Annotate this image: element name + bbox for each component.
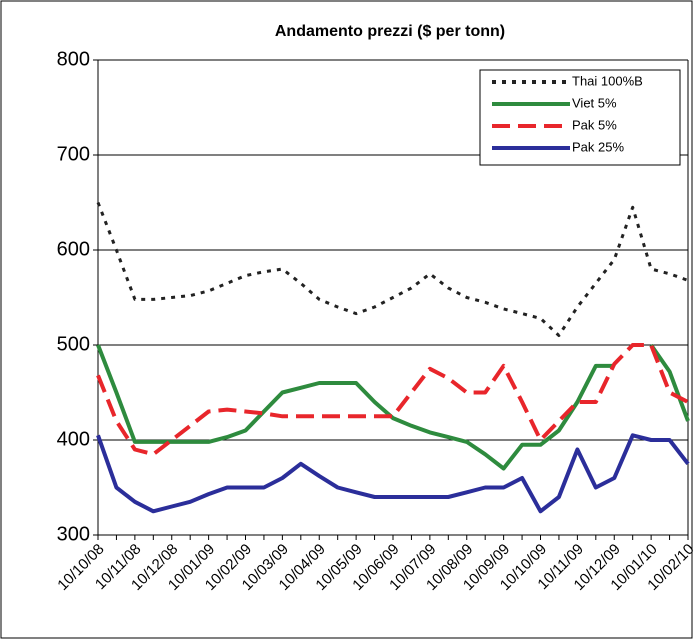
y-tick-label: 600 bbox=[57, 238, 90, 260]
series-line bbox=[96, 201, 689, 337]
series-line bbox=[96, 343, 689, 457]
y-tick-label: 800 bbox=[57, 48, 90, 70]
legend-label: Pak 25% bbox=[572, 139, 624, 154]
legend-label: Thai 100%B bbox=[572, 73, 643, 88]
chart-title: Andamento prezzi ($ per tonn) bbox=[275, 23, 505, 40]
y-tick-label: 500 bbox=[57, 333, 90, 355]
y-tick-label: 400 bbox=[57, 428, 90, 450]
legend-label: Pak 5% bbox=[572, 117, 617, 132]
series-line bbox=[96, 343, 690, 471]
y-tick-label: 300 bbox=[57, 523, 90, 545]
series-line bbox=[96, 433, 690, 514]
y-tick-label: 700 bbox=[57, 143, 90, 165]
legend-label: Viet 5% bbox=[572, 95, 617, 110]
